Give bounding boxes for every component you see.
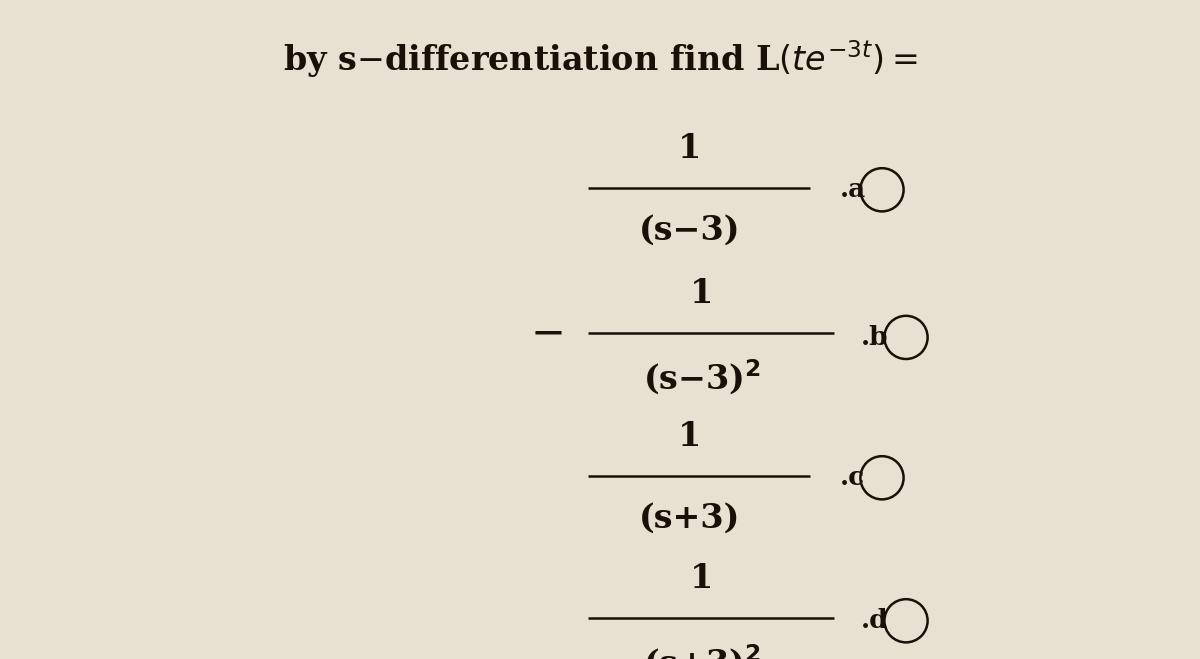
Text: 1: 1 <box>678 132 702 165</box>
Text: $-$: $-$ <box>529 312 563 354</box>
Text: .b: .b <box>860 325 888 350</box>
Text: 1: 1 <box>678 420 702 453</box>
Text: .a: .a <box>840 177 866 202</box>
Text: (s−3)$^{\mathbf{2}}$: (s−3)$^{\mathbf{2}}$ <box>643 357 761 397</box>
Text: .c: .c <box>840 465 865 490</box>
Text: .d: .d <box>860 608 888 633</box>
Text: 1: 1 <box>690 562 714 595</box>
Text: (s+3)$^{\mathbf{2}}$: (s+3)$^{\mathbf{2}}$ <box>643 643 761 659</box>
Text: 1: 1 <box>690 277 714 310</box>
Text: (s+3): (s+3) <box>640 502 740 535</box>
Text: by s$-$differentiation find L$\left(te^{-3t}\right)=$: by s$-$differentiation find L$\left(te^{… <box>283 38 917 80</box>
Text: (s−3): (s−3) <box>640 214 740 247</box>
